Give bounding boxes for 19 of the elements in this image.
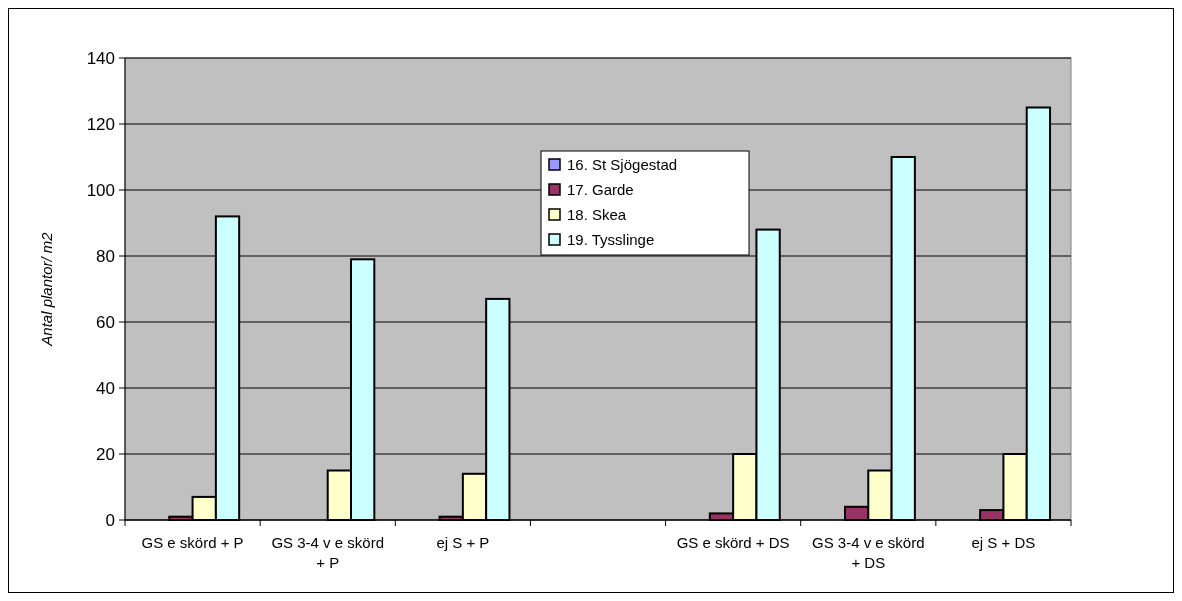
- legend-label: 18. Skea: [567, 206, 627, 224]
- x-tick-label: GS e skörd + DS: [676, 534, 790, 551]
- y-tick-label: 100: [86, 180, 115, 200]
- x-tick-label: ej S + DS: [971, 534, 1036, 551]
- legend-label: 17. Garde: [567, 181, 634, 199]
- legend-label: 19. Tysslinge: [567, 231, 655, 249]
- y-axis-title: Antal plantor/ m2: [38, 231, 55, 347]
- y-tick-label: 0: [105, 510, 115, 530]
- y-tick-label: 20: [96, 444, 115, 464]
- y-tick-label: 80: [96, 246, 115, 266]
- y-tick-label: 60: [96, 312, 115, 332]
- y-tick-label: 120: [86, 114, 115, 134]
- x-tick-label: GS e skörd + P: [141, 534, 244, 551]
- y-tick-label: 140: [86, 48, 115, 68]
- x-tick-label: GS 3-4 v e skörd + DS: [812, 534, 925, 571]
- x-tick-label: GS 3-4 v e skörd + P: [271, 534, 384, 571]
- y-tick-label: 40: [96, 378, 115, 398]
- x-tick-label: ej S + P: [436, 534, 490, 551]
- legend-label: 16. St Sjögestad: [567, 156, 678, 174]
